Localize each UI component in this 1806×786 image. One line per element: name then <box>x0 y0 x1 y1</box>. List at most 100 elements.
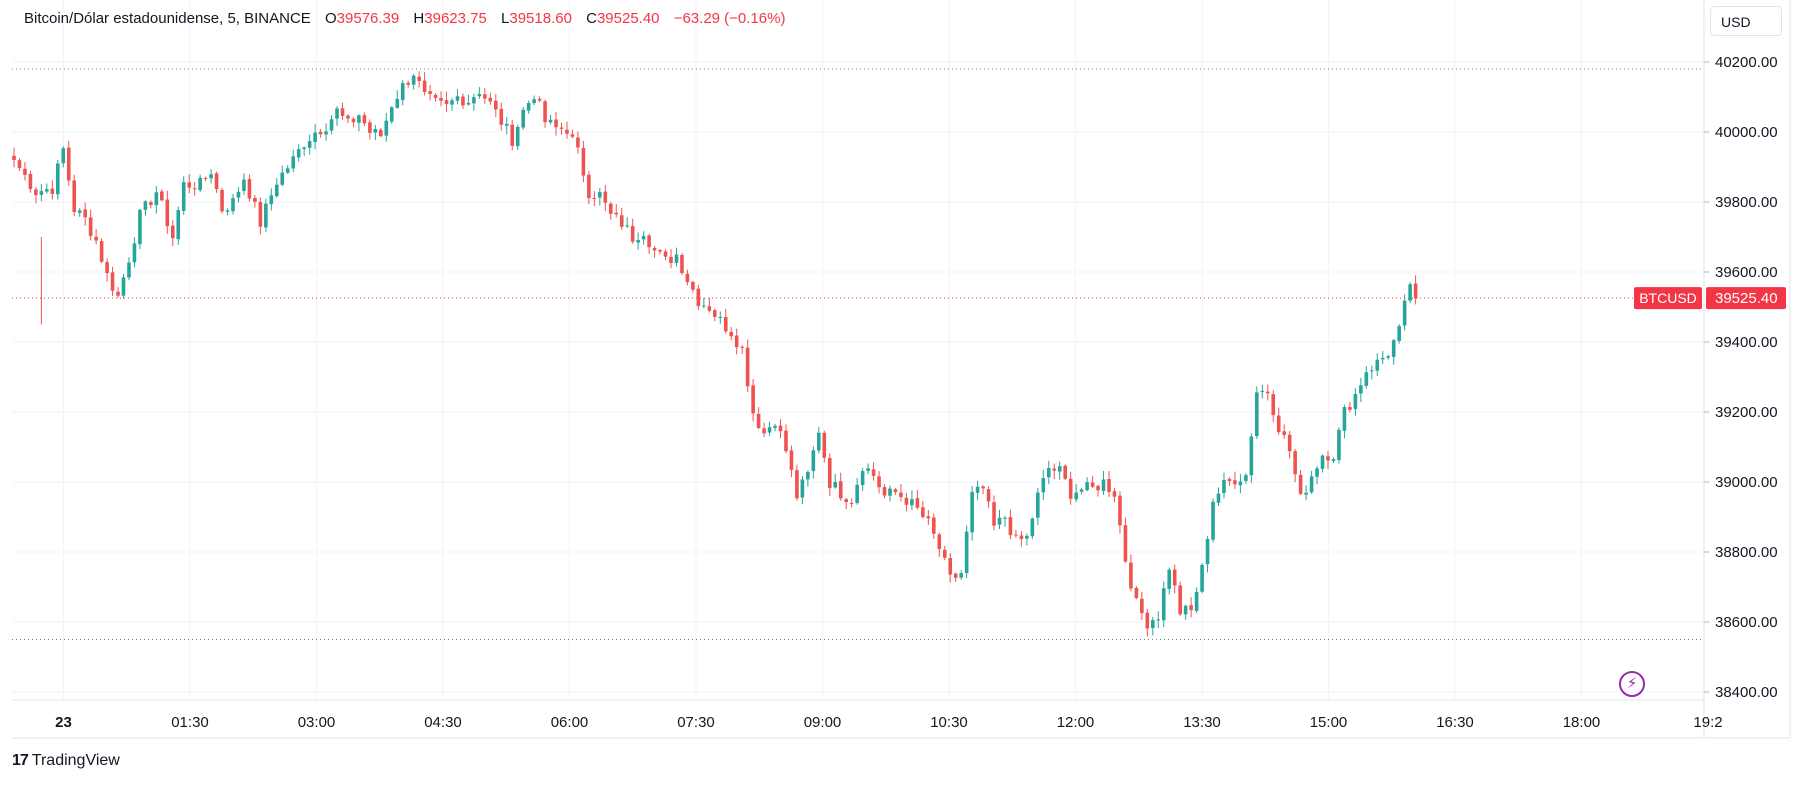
candle <box>806 470 810 487</box>
candle-body <box>921 507 925 518</box>
candle-body <box>307 141 312 148</box>
candle <box>734 328 739 355</box>
candle-body <box>581 148 586 176</box>
price-tick-label: 39800.00 <box>1715 194 1778 211</box>
candle <box>488 92 493 105</box>
candle-body <box>395 98 400 108</box>
candle-body <box>236 191 241 198</box>
candle <box>997 509 1002 530</box>
candle-body <box>932 517 936 534</box>
candle-body <box>494 100 498 110</box>
candle <box>592 191 597 207</box>
candle <box>1216 487 1221 506</box>
candle <box>608 201 613 220</box>
candle <box>658 249 662 255</box>
symbol-title[interactable]: Bitcoin/Dólar estadounidense, 5, BINANCE <box>24 10 311 27</box>
candle-body <box>181 182 186 211</box>
candle-body <box>1375 359 1380 371</box>
candle-body <box>373 129 378 133</box>
time-tick-label: 18:00 <box>1563 714 1601 731</box>
price-axis[interactable]: 40200.00 40000.00 39800.00 39600.00 39400.00… <box>1704 54 1778 701</box>
candle-body <box>1112 491 1117 497</box>
candle <box>953 572 958 582</box>
tradingview-logo[interactable]: 17 TradingView <box>12 752 120 770</box>
candle-body <box>105 262 109 274</box>
candle <box>264 198 268 232</box>
candle-body <box>625 225 629 227</box>
candle <box>203 176 208 182</box>
candle-body <box>1019 535 1024 539</box>
candle <box>696 284 701 311</box>
candle-body <box>893 489 898 493</box>
candle-body <box>23 168 27 175</box>
candle-body <box>258 202 263 227</box>
candle <box>373 124 378 141</box>
candle <box>17 158 22 171</box>
candle-body <box>66 147 71 181</box>
time-tick-label: 04:30 <box>424 714 462 731</box>
candle <box>1386 354 1391 360</box>
candle-body <box>384 120 389 136</box>
candle <box>636 232 640 250</box>
candle-body <box>756 414 761 428</box>
candle-body <box>439 98 443 101</box>
candle-body <box>751 385 755 414</box>
candle-body <box>433 94 438 99</box>
candle <box>565 121 569 139</box>
candle-body <box>745 347 750 387</box>
candle-body <box>1008 517 1013 536</box>
candle-body <box>1271 394 1276 416</box>
candle-body <box>99 241 104 262</box>
candle-body <box>56 163 60 195</box>
time-tick-label: 07:30 <box>677 714 715 731</box>
candle-body <box>592 197 597 199</box>
candle <box>992 495 996 531</box>
candle <box>302 146 306 157</box>
candle <box>1298 470 1303 496</box>
candle <box>603 185 608 212</box>
candle <box>324 123 328 141</box>
candle-body <box>647 235 651 248</box>
grid-lines <box>12 0 1791 739</box>
candle-body <box>674 254 679 263</box>
candle <box>1101 470 1106 495</box>
candle-body <box>691 281 695 290</box>
candle <box>1222 472 1226 499</box>
time-tick-label: 09:00 <box>804 714 842 731</box>
candle-body <box>461 96 465 106</box>
low-value: 39518.60 <box>509 10 572 27</box>
candle-body <box>532 99 536 104</box>
candle-body <box>953 573 958 578</box>
candle <box>899 484 903 502</box>
candle <box>209 169 213 184</box>
candle-body <box>849 503 854 505</box>
candle <box>1090 476 1095 488</box>
time-axis[interactable]: 23 01:30 03:00 04:30 06:00 07:30 09:00 10:30 12:… <box>55 714 1722 731</box>
candle-body <box>696 288 701 307</box>
candle <box>1030 517 1035 540</box>
candle <box>1249 433 1254 484</box>
candle <box>88 209 93 241</box>
candle-body <box>209 174 213 179</box>
candle <box>860 467 865 491</box>
candle-body <box>838 481 843 499</box>
candle <box>548 114 553 125</box>
candle-body <box>877 476 881 488</box>
lightning-icon[interactable]: ⚡ <box>1619 671 1645 697</box>
last-price-label: BTCUSD 39525.40 <box>1634 287 1786 310</box>
candle <box>362 112 367 127</box>
candle <box>1353 388 1358 416</box>
candle-body <box>1320 455 1325 469</box>
candle <box>105 258 109 282</box>
candle-body <box>784 430 788 452</box>
candle <box>1129 554 1133 592</box>
currency-button[interactable]: USD <box>1710 6 1782 36</box>
time-tick-label: 10:30 <box>930 714 968 731</box>
candle <box>1079 487 1084 495</box>
candle <box>554 112 558 136</box>
candle-body <box>948 558 953 575</box>
candle-body <box>1046 467 1051 478</box>
candle-body <box>1408 284 1412 301</box>
candle-body <box>34 189 38 196</box>
